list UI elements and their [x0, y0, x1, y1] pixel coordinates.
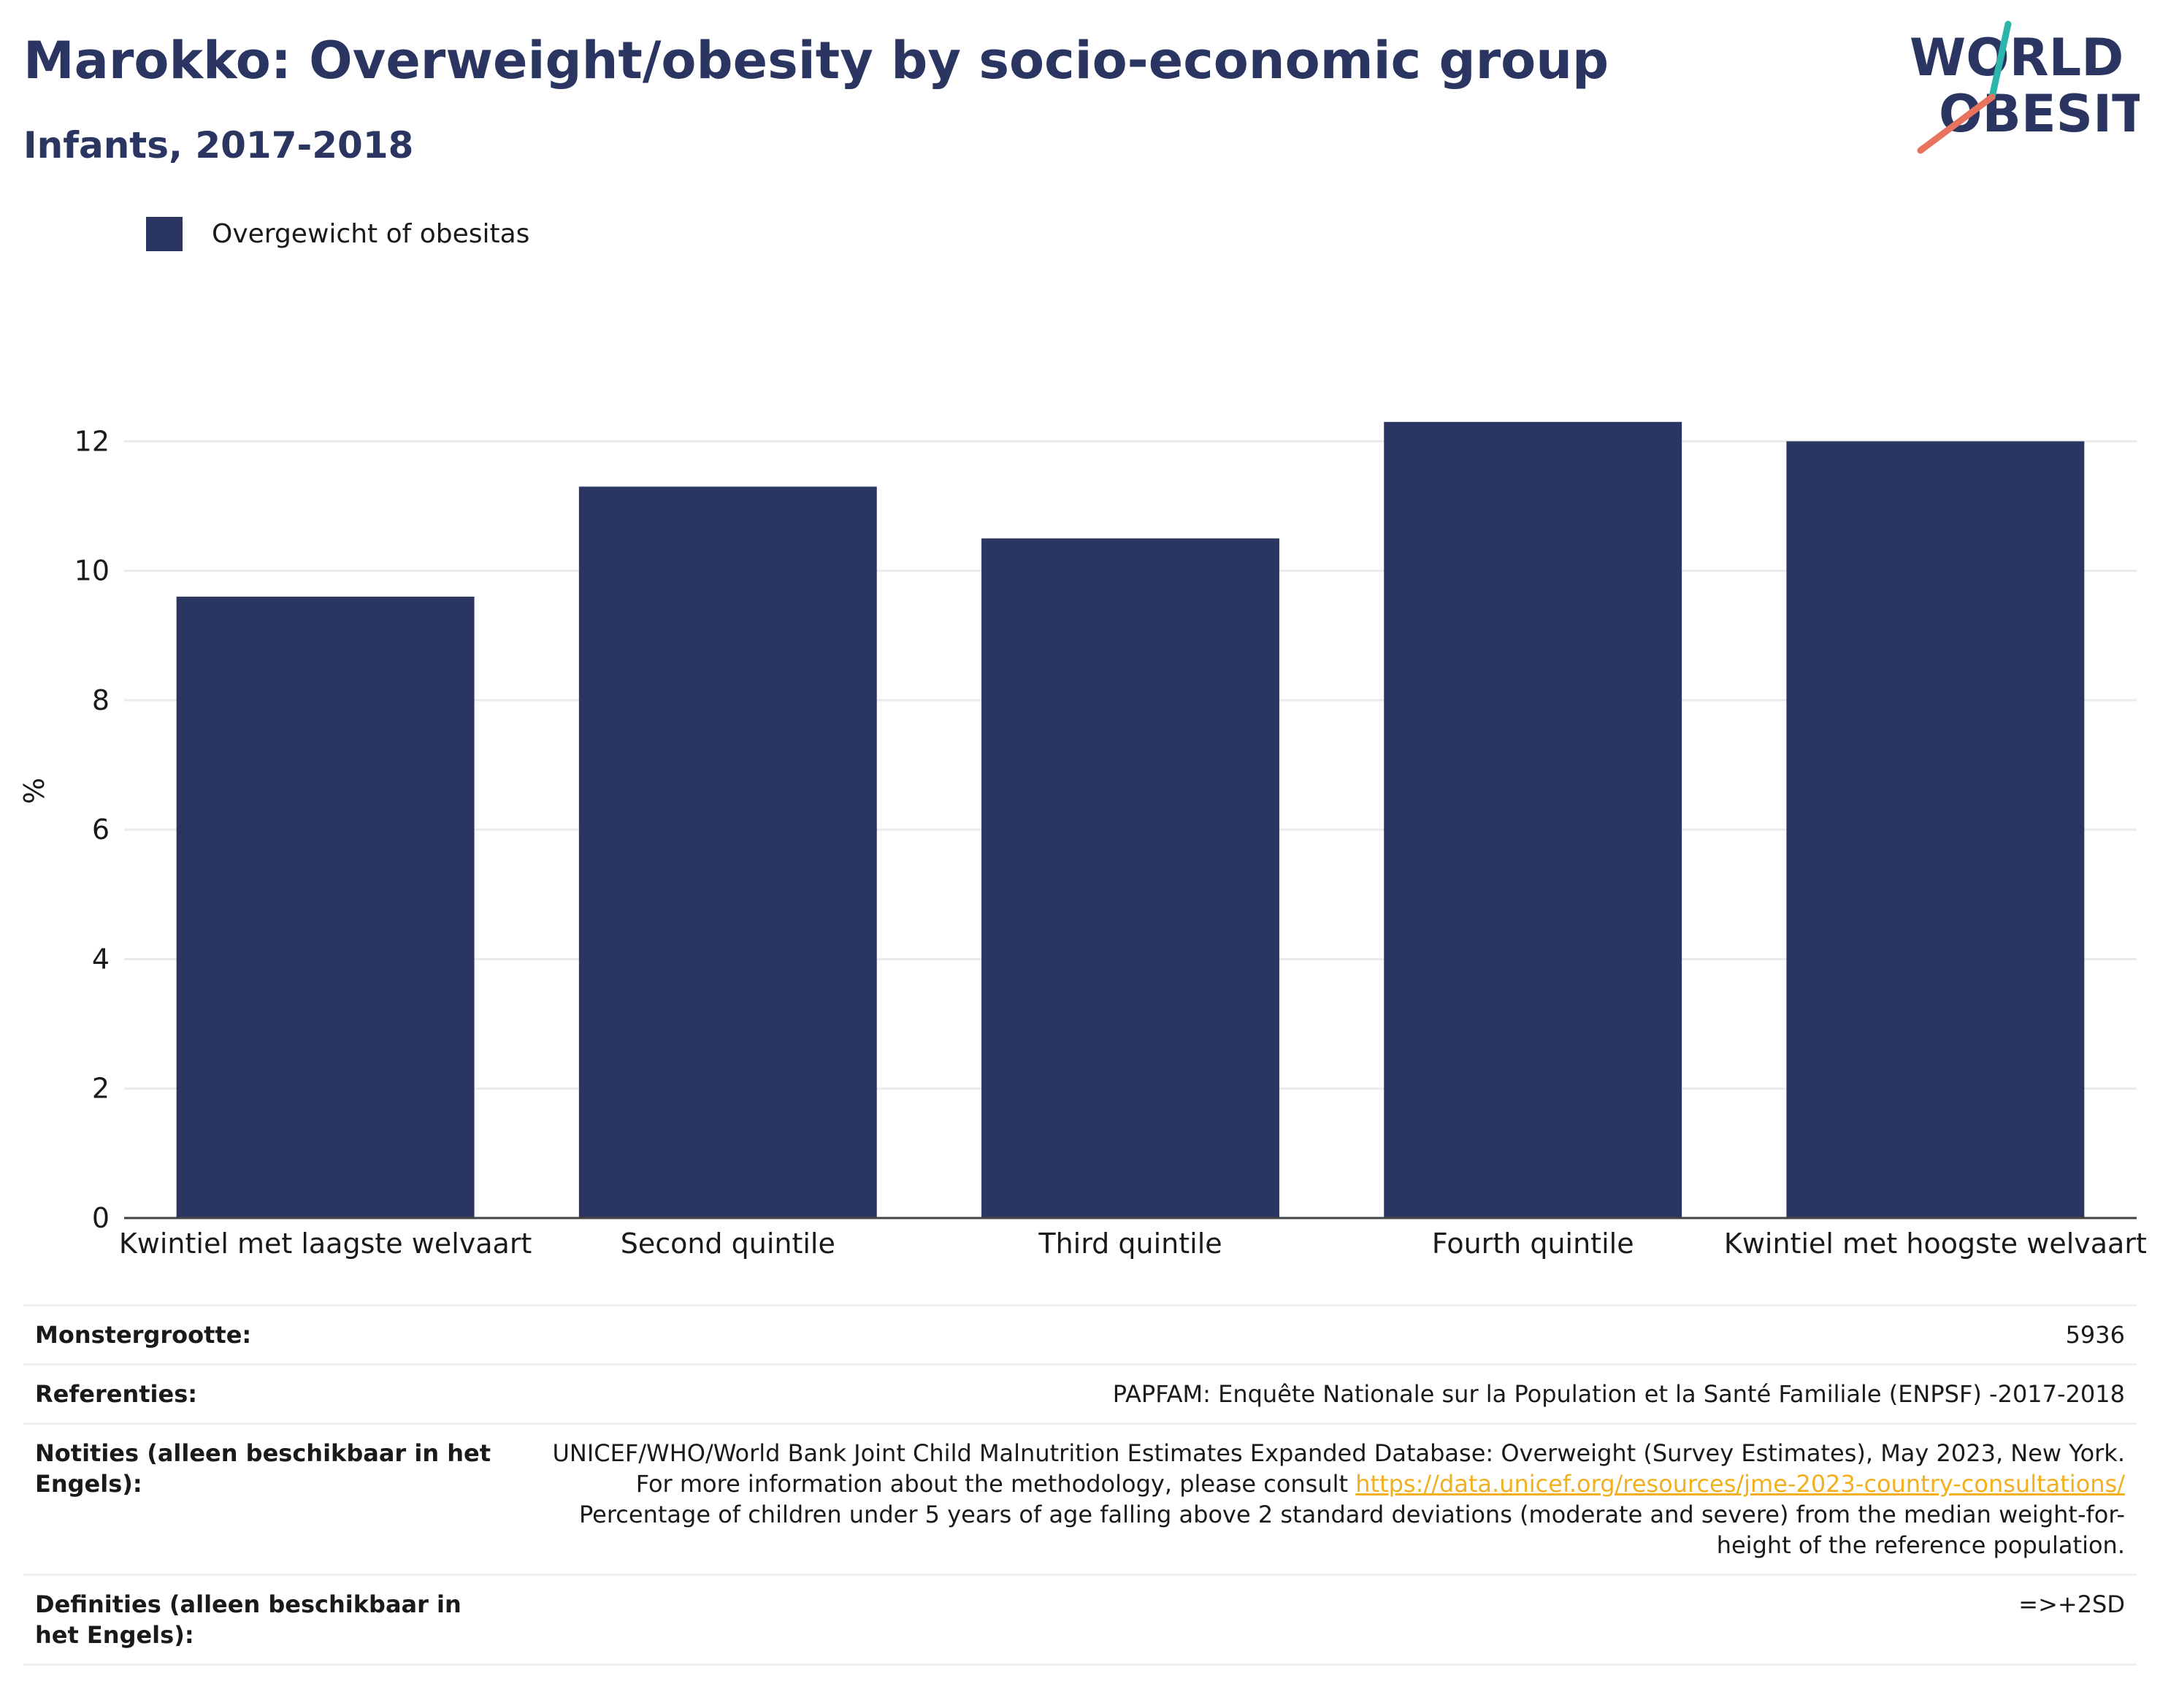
bar-chart: 0 2 4 6 8 10 12 Kwintiel met laagste welvaart S…	[18, 421, 2147, 1260]
y-tick-label: 2	[92, 1073, 110, 1105]
info-row-references: Referenties: PAPFAM: Enquête Nationale s…	[23, 1365, 2137, 1424]
legend-label: Overgewicht of obesitas	[212, 219, 530, 249]
bar[interactable]	[176, 597, 475, 1218]
info-row-sample-size: Monstergrootte: 5936	[23, 1305, 2137, 1365]
logo-slash-teal	[1988, 20, 2012, 101]
chart-title: Marokko: Overweight/obesity by socio-eco…	[23, 31, 1609, 91]
y-tick-label: 4	[92, 943, 110, 975]
info-table: Monstergrootte: 5936 Referenties: PAPFAM…	[23, 1304, 2137, 1666]
info-row-notes: Notities (alleen beschikbaar in het Enge…	[23, 1424, 2137, 1575]
sample-size-value: 5936	[2065, 1321, 2125, 1349]
bar[interactable]	[1384, 421, 1682, 1218]
y-tick-label: 10	[74, 555, 110, 587]
info-row-definitions: Definities (alleen beschikbaar in het En…	[23, 1575, 2137, 1665]
notes-text-part-2: Percentage of children under 5 years of …	[579, 1501, 2125, 1559]
x-tick-label: Kwintiel met hoogste welvaart	[1724, 1228, 2147, 1260]
notes-label: Notities (alleen beschikbaar in het Enge…	[35, 1439, 491, 1498]
logo-line-world: WORLD	[1910, 28, 2123, 88]
x-tick-label: Kwintiel met laagste welvaart	[119, 1228, 532, 1260]
logo-slash-coral	[1917, 93, 1996, 154]
notes-value: UNICEF/WHO/World Bank Joint Child Malnut…	[514, 1424, 2137, 1575]
notes-link[interactable]: https://data.unicef.org/resources/jme-20…	[1355, 1470, 2125, 1498]
y-tick-label: 6	[92, 813, 110, 846]
world-obesity-logo: WORLD OBESITY	[1910, 20, 2140, 154]
definitions-value: =>+2SD	[2018, 1590, 2125, 1618]
legend: Overgewicht of obesitas	[146, 217, 529, 251]
y-tick-label: 12	[74, 425, 110, 457]
x-tick-label: Second quintile	[621, 1228, 835, 1260]
x-tick-label: Fourth quintile	[1432, 1228, 1634, 1260]
x-tick-label: Third quintile	[1038, 1228, 1222, 1260]
y-axis-title: %	[18, 778, 50, 804]
references-value: PAPFAM: Enquête Nationale sur la Populat…	[1112, 1380, 2125, 1408]
bar[interactable]	[981, 538, 1279, 1218]
notes-text-part-1: UNICEF/WHO/World Bank Joint Child Malnut…	[552, 1439, 2126, 1498]
y-tick-label: 0	[92, 1202, 110, 1234]
y-axis-ticks: 0 2 4 6 8 10 12	[74, 425, 110, 1234]
bars	[176, 421, 2085, 1218]
chart-subtitle: Infants, 2017-2018	[23, 124, 414, 166]
sample-size-label: Monstergrootte:	[35, 1321, 252, 1349]
bar[interactable]	[578, 486, 877, 1218]
legend-swatch	[146, 217, 183, 251]
references-label: Referenties:	[35, 1380, 198, 1408]
definitions-label: Definities (alleen beschikbaar in het En…	[35, 1590, 462, 1649]
bar[interactable]	[1786, 441, 2085, 1218]
x-axis-ticks: Kwintiel met laagste welvaart Second quin…	[119, 1228, 2147, 1260]
y-tick-label: 8	[92, 684, 110, 716]
